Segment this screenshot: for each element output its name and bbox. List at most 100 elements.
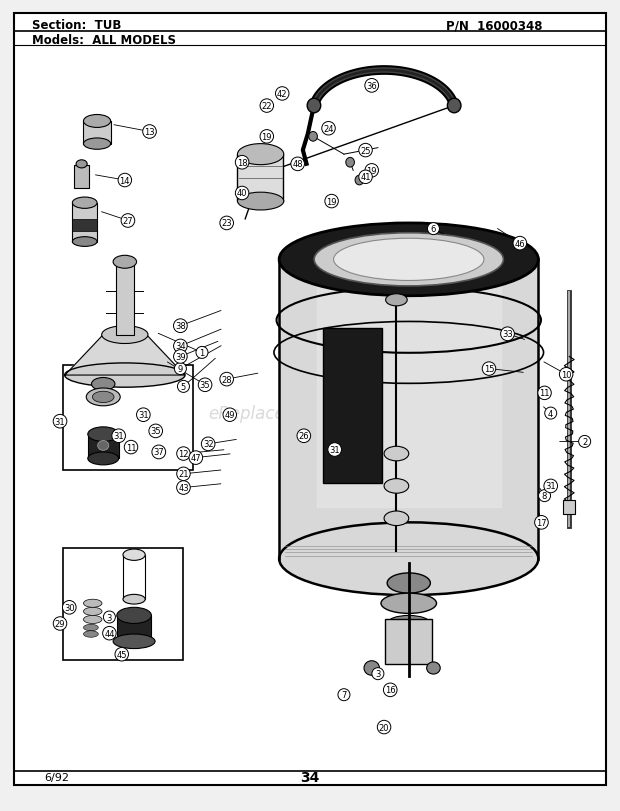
Text: 3: 3 [375,669,381,678]
Ellipse shape [384,512,409,526]
Bar [385,620,432,664]
Bar [73,204,97,242]
Text: 41: 41 [360,173,371,182]
Bar [115,263,134,335]
Text: 33: 33 [502,330,513,339]
Ellipse shape [64,363,185,388]
Ellipse shape [113,256,136,269]
Text: 47: 47 [190,453,201,462]
Ellipse shape [387,573,430,594]
Text: 31: 31 [546,482,556,491]
Ellipse shape [76,161,87,169]
Ellipse shape [384,447,409,461]
Text: 29: 29 [55,620,65,629]
Text: 11: 11 [539,389,550,398]
Polygon shape [65,335,185,375]
Text: 43: 43 [178,483,188,492]
Text: 7: 7 [341,690,347,699]
Text: 28: 28 [221,375,232,384]
Ellipse shape [123,549,145,560]
Ellipse shape [88,453,118,466]
Ellipse shape [88,427,118,442]
Text: 25: 25 [360,147,371,156]
Text: 6/92: 6/92 [45,772,69,783]
Text: 35: 35 [151,427,161,436]
Text: 31: 31 [113,431,124,440]
Ellipse shape [73,238,97,247]
Text: 5: 5 [181,383,186,392]
Ellipse shape [84,616,102,624]
Text: 45: 45 [117,650,127,659]
Bar [74,166,89,189]
Ellipse shape [84,607,102,616]
Ellipse shape [102,326,148,344]
Text: 23: 23 [221,219,232,228]
Text: 19: 19 [366,166,377,176]
Ellipse shape [123,594,145,604]
Ellipse shape [355,176,364,186]
Ellipse shape [73,198,97,209]
Ellipse shape [381,594,436,614]
Ellipse shape [84,631,99,637]
Ellipse shape [346,158,355,168]
Ellipse shape [237,144,284,165]
Bar [237,155,283,202]
Ellipse shape [84,139,110,150]
Text: 32: 32 [203,440,213,448]
Text: 11: 11 [126,443,136,452]
Ellipse shape [113,634,155,649]
Text: 37: 37 [153,448,164,457]
Text: 24: 24 [323,125,334,134]
Ellipse shape [364,661,379,676]
Ellipse shape [84,599,102,607]
Ellipse shape [92,378,115,391]
Ellipse shape [307,99,321,114]
Bar [117,616,151,642]
Text: 6: 6 [431,225,436,234]
Text: 2: 2 [582,437,587,446]
Ellipse shape [117,607,151,624]
Ellipse shape [86,388,120,406]
Text: 30: 30 [64,603,74,612]
Text: 1: 1 [200,349,205,358]
Ellipse shape [279,523,538,595]
Text: 46: 46 [515,239,525,248]
Text: 9: 9 [178,365,183,374]
Text: eReplacementParts.com: eReplacementParts.com [208,405,412,423]
Ellipse shape [427,662,440,674]
Text: 31: 31 [55,417,65,426]
Text: 36: 36 [366,82,377,91]
Text: 34: 34 [300,770,320,784]
Bar [73,220,97,232]
Text: 42: 42 [277,90,288,99]
Ellipse shape [314,234,503,286]
Text: 44: 44 [104,629,115,638]
Bar [323,328,381,483]
Text: 20: 20 [379,723,389,732]
Text: 35: 35 [200,381,210,390]
Polygon shape [279,260,538,559]
Text: 8: 8 [542,491,547,500]
Text: 13: 13 [144,128,155,137]
Text: P/N  16000348: P/N 16000348 [446,19,542,32]
Text: 15: 15 [484,365,494,374]
Text: 38: 38 [175,322,186,331]
Text: 4: 4 [548,409,553,418]
Ellipse shape [334,239,484,281]
Ellipse shape [279,224,538,296]
Ellipse shape [84,624,99,631]
Bar [63,548,184,660]
Ellipse shape [386,294,407,307]
Text: Section:  TUB: Section: TUB [32,19,122,32]
Ellipse shape [448,99,461,114]
Text: 31: 31 [329,445,340,454]
Ellipse shape [387,616,430,632]
Ellipse shape [237,193,284,211]
Text: 21: 21 [178,470,188,478]
Text: 16: 16 [385,685,396,694]
Text: 22: 22 [262,102,272,111]
Ellipse shape [98,441,108,451]
Text: 26: 26 [298,431,309,440]
Bar [84,122,110,144]
Bar [563,500,575,515]
